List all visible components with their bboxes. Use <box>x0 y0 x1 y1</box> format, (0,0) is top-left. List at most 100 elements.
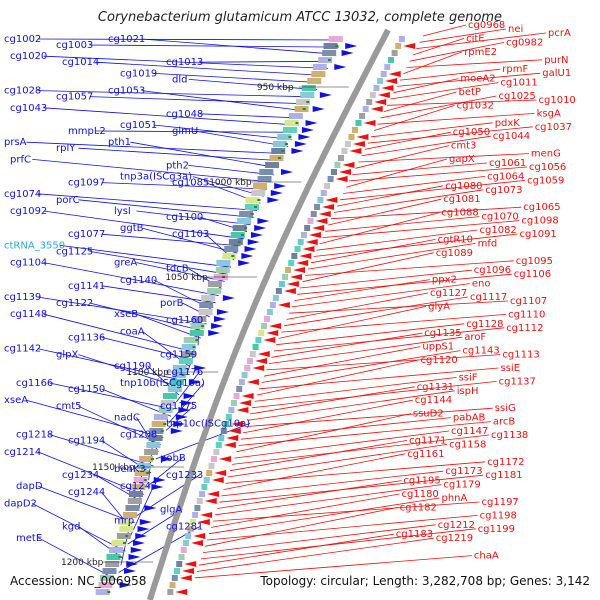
right-leader-line <box>219 474 484 503</box>
feature-block <box>174 568 181 574</box>
right-gene-label: ssiG <box>495 403 516 414</box>
right-leader-line <box>409 42 505 62</box>
feature-block <box>198 309 213 315</box>
left-leader-line <box>49 382 174 410</box>
feature-block <box>131 484 146 490</box>
right-leader-line <box>249 386 415 415</box>
reverse-gene-arrow <box>269 323 282 329</box>
forward-gene-arrow <box>151 484 164 490</box>
left-gene-label: dapD2 <box>4 498 37 509</box>
left-gene-label: cg1085 <box>172 178 209 189</box>
left-leader-line <box>136 262 225 282</box>
left-leader-line <box>89 302 204 332</box>
left-leader-line <box>129 486 154 538</box>
feature-block <box>257 176 272 182</box>
feature-block <box>251 190 266 196</box>
feature-block <box>123 512 138 518</box>
feature-marker <box>244 227 248 229</box>
reverse-gene-arrow <box>302 246 315 252</box>
reverse-gene-arrow <box>182 568 195 574</box>
feature-block <box>172 365 187 371</box>
feature-block <box>181 344 196 350</box>
forward-gene-arrow <box>270 190 283 196</box>
feature-marker <box>163 423 167 425</box>
left-gene-label: glmU <box>172 126 198 137</box>
left-leader-line <box>26 141 285 154</box>
feature-marker <box>281 150 285 152</box>
feature-block <box>102 568 117 574</box>
right-gene-label: cg1037 <box>535 122 572 133</box>
right-leader-line <box>399 68 501 81</box>
right-leader-line <box>346 158 448 188</box>
reverse-gene-arrow <box>263 337 276 343</box>
right-gene-label: gapX <box>449 154 475 165</box>
left-gene-label: cg1244 <box>68 487 105 498</box>
reverse-gene-arrow <box>283 288 296 294</box>
feature-marker <box>192 346 196 348</box>
feature-block <box>261 323 268 329</box>
feature-block <box>269 302 276 308</box>
forward-gene-arrow <box>213 316 226 322</box>
left-gene-label: cg1021 <box>108 34 145 45</box>
right-leader-line <box>232 434 490 465</box>
feature-block <box>178 554 185 560</box>
right-leader-line <box>343 176 486 194</box>
forward-gene-arrow <box>241 253 254 259</box>
forward-gene-arrow <box>178 407 191 413</box>
feature-block <box>271 148 286 154</box>
right-leader-line <box>380 95 497 119</box>
feature-block <box>228 407 235 413</box>
left-gene-label: cg1019 <box>120 68 157 79</box>
right-leader-line <box>261 350 461 383</box>
right-leader-line <box>422 24 467 37</box>
feature-block <box>99 575 114 581</box>
right-gene-label: citE <box>466 33 485 44</box>
forward-gene-arrow <box>135 533 148 539</box>
feature-block <box>237 218 252 224</box>
forward-gene-arrow <box>281 169 294 175</box>
feature-block <box>244 204 259 210</box>
right-gene-label: cg1131 <box>417 382 454 393</box>
left-gene-label: kgd <box>62 522 81 533</box>
feature-block <box>228 239 243 245</box>
feature-block <box>362 106 369 112</box>
right-gene-label: cg1161 <box>407 449 444 460</box>
reverse-gene-arrow <box>207 491 220 497</box>
reverse-gene-arrow <box>388 71 401 77</box>
reverse-gene-arrow <box>308 232 321 238</box>
feature-block <box>116 533 131 539</box>
reverse-gene-arrow <box>257 351 270 357</box>
feature-block <box>311 71 326 77</box>
left-gene-label: cg1194 <box>68 436 105 447</box>
right-leader-line <box>196 537 434 572</box>
feature-block <box>391 50 398 56</box>
right-leader-line <box>211 493 400 528</box>
feature-block <box>232 225 247 231</box>
reverse-gene-arrow <box>175 589 188 595</box>
left-gene-label: cg1092 <box>10 206 47 217</box>
left-gene-label: cg1097 <box>68 178 105 189</box>
left-gene-label: glgA <box>160 504 182 515</box>
feature-block <box>239 211 254 217</box>
feature-block <box>241 372 248 378</box>
scale-label: 1200 kbp <box>61 558 104 568</box>
feature-block <box>255 337 262 343</box>
left-leader-line <box>37 451 145 495</box>
right-gene-label: cg1032 <box>457 100 494 111</box>
reverse-gene-arrow <box>277 302 290 308</box>
left-gene-label: mmpL2 <box>68 126 106 137</box>
right-gene-label: betP <box>459 87 481 98</box>
feature-block <box>244 365 251 371</box>
right-leader-line <box>383 91 457 112</box>
right-gene-label: cg1064 <box>487 171 524 182</box>
right-leader-line <box>361 135 491 157</box>
left-gene-label: cg1166 <box>16 378 53 389</box>
feature-marker <box>250 213 254 215</box>
feature-marker <box>201 325 205 327</box>
right-leader-line <box>229 440 408 472</box>
left-leader-line <box>101 182 268 190</box>
scale-label: 1050 kbp <box>165 273 208 283</box>
forward-gene-arrow <box>238 260 251 266</box>
feature-block <box>119 526 134 532</box>
feature-block <box>328 36 343 42</box>
